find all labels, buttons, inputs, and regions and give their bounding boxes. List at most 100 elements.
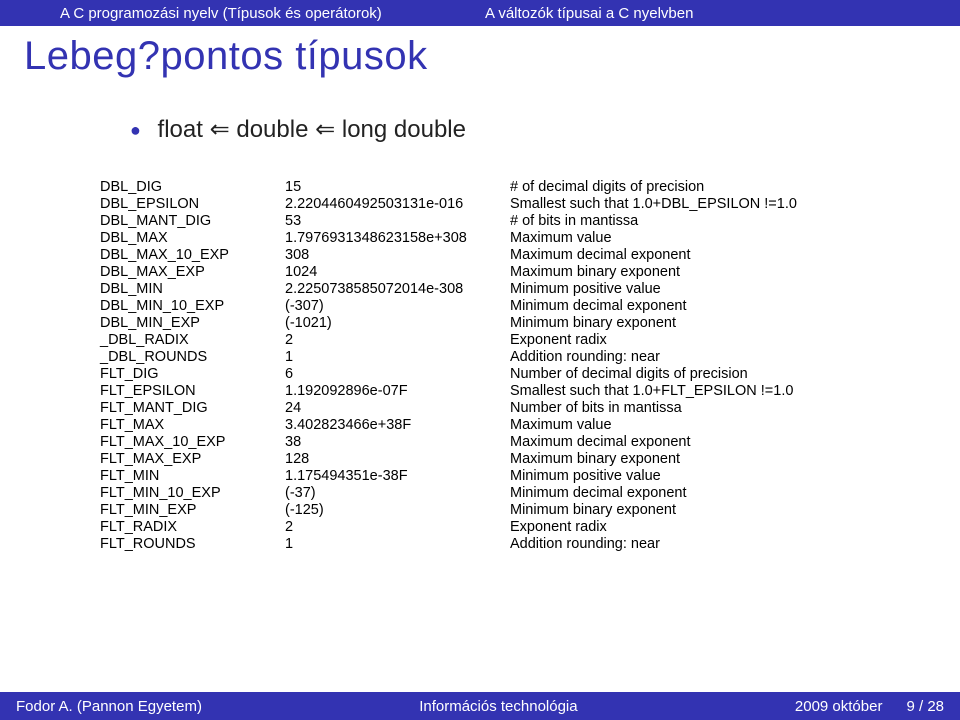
type-hierarchy-text: float ⇐ double ⇐ long double bbox=[158, 116, 466, 143]
breadcrumb-left: A C programozási nyelv (Típusok és operá… bbox=[60, 5, 475, 22]
constant-description: Minimum positive value bbox=[510, 280, 860, 297]
constant-description: Minimum decimal exponent bbox=[510, 484, 860, 501]
constant-description: Exponent radix bbox=[510, 331, 860, 348]
constant-description: Maximum value bbox=[510, 229, 860, 246]
table-row: FLT_MAX_EXP128Maximum binary exponent bbox=[100, 450, 860, 467]
table-row: _DBL_RADIX2Exponent radix bbox=[100, 331, 860, 348]
constant-value: (-37) bbox=[285, 484, 510, 501]
slide-title: Lebeg?pontos típusok bbox=[0, 26, 960, 85]
table-row: FLT_MAX3.402823466e+38FMaximum value bbox=[100, 416, 860, 433]
table-row: DBL_MAX_EXP1024Maximum binary exponent bbox=[100, 263, 860, 280]
footer-date: 2009 október bbox=[779, 692, 899, 720]
constant-value: 2.2250738585072014e-308 bbox=[285, 280, 510, 297]
constant-description: Maximum binary exponent bbox=[510, 263, 860, 280]
footer-page: 9 / 28 bbox=[898, 692, 960, 720]
table-row: _DBL_ROUNDS1Addition rounding: near bbox=[100, 348, 860, 365]
constant-description: Minimum positive value bbox=[510, 467, 860, 484]
constant-description: Minimum binary exponent bbox=[510, 501, 860, 518]
table-row: DBL_MIN_EXP(-1021)Minimum binary exponen… bbox=[100, 314, 860, 331]
constant-name: FLT_MAX_EXP bbox=[100, 450, 285, 467]
constant-name: DBL_EPSILON bbox=[100, 195, 285, 212]
constant-description: Maximum binary exponent bbox=[510, 450, 860, 467]
table-row: FLT_MIN_EXP(-125)Minimum binary exponent bbox=[100, 501, 860, 518]
constant-name: DBL_MAX_EXP bbox=[100, 263, 285, 280]
constant-description: Addition rounding: near bbox=[510, 348, 860, 365]
table-row: DBL_MANT_DIG53# of bits in mantissa bbox=[100, 212, 860, 229]
table-row: FLT_ROUNDS1Addition rounding: near bbox=[100, 535, 860, 552]
constant-value: 38 bbox=[285, 433, 510, 450]
constant-value: 1024 bbox=[285, 263, 510, 280]
constant-description: Number of decimal digits of precision bbox=[510, 365, 860, 382]
constant-name: DBL_DIG bbox=[100, 178, 285, 195]
constant-name: DBL_MIN_10_EXP bbox=[100, 297, 285, 314]
table-row: FLT_MANT_DIG24Number of bits in mantissa bbox=[100, 399, 860, 416]
breadcrumb-bar: A C programozási nyelv (Típusok és operá… bbox=[0, 0, 960, 26]
constant-name: FLT_RADIX bbox=[100, 518, 285, 535]
constant-value: 53 bbox=[285, 212, 510, 229]
breadcrumb-right: A változók típusai a C nyelvben bbox=[475, 5, 900, 22]
table-row: FLT_MIN_10_EXP(-37)Minimum decimal expon… bbox=[100, 484, 860, 501]
table-row: DBL_MAX_10_EXP308Maximum decimal exponen… bbox=[100, 246, 860, 263]
constant-description: Smallest such that 1.0+FLT_EPSILON !=1.0 bbox=[510, 382, 860, 399]
constant-name: FLT_MIN_10_EXP bbox=[100, 484, 285, 501]
constant-name: FLT_MAX bbox=[100, 416, 285, 433]
table-row: DBL_EPSILON2.2204460492503131e-016Smalle… bbox=[100, 195, 860, 212]
constant-value: 3.402823466e+38F bbox=[285, 416, 510, 433]
constant-value: 6 bbox=[285, 365, 510, 382]
table-row: DBL_MAX1.7976931348623158e+308Maximum va… bbox=[100, 229, 860, 246]
table-row: DBL_DIG15# of decimal digits of precisio… bbox=[100, 178, 860, 195]
table-row: FLT_MAX_10_EXP38Maximum decimal exponent bbox=[100, 433, 860, 450]
table-row: DBL_MIN2.2250738585072014e-308Minimum po… bbox=[100, 280, 860, 297]
constant-name: FLT_MAX_10_EXP bbox=[100, 433, 285, 450]
constant-name: DBL_MANT_DIG bbox=[100, 212, 285, 229]
table-row: FLT_RADIX2Exponent radix bbox=[100, 518, 860, 535]
table-row: FLT_EPSILON1.192092896e-07FSmallest such… bbox=[100, 382, 860, 399]
type-hierarchy: ● float ⇐ double ⇐ long double bbox=[0, 85, 960, 144]
constant-value: 128 bbox=[285, 450, 510, 467]
constant-name: DBL_MIN_EXP bbox=[100, 314, 285, 331]
constants-table-wrap: DBL_DIG15# of decimal digits of precisio… bbox=[0, 144, 960, 552]
constant-description: Maximum decimal exponent bbox=[510, 246, 860, 263]
constant-value: 2.2204460492503131e-016 bbox=[285, 195, 510, 212]
constant-name: _DBL_ROUNDS bbox=[100, 348, 285, 365]
constant-name: _DBL_RADIX bbox=[100, 331, 285, 348]
table-row: FLT_MIN1.175494351e-38FMinimum positive … bbox=[100, 467, 860, 484]
constant-description: Exponent radix bbox=[510, 518, 860, 535]
constant-description: Addition rounding: near bbox=[510, 535, 860, 552]
constant-name: DBL_MAX bbox=[100, 229, 285, 246]
constant-description: # of bits in mantissa bbox=[510, 212, 860, 229]
constant-name: FLT_DIG bbox=[100, 365, 285, 382]
constant-description: Number of bits in mantissa bbox=[510, 399, 860, 416]
footer-course: Információs technológia bbox=[218, 692, 779, 720]
constant-description: Smallest such that 1.0+DBL_EPSILON !=1.0 bbox=[510, 195, 860, 212]
constant-name: DBL_MIN bbox=[100, 280, 285, 297]
constant-value: 1.192092896e-07F bbox=[285, 382, 510, 399]
constant-value: (-307) bbox=[285, 297, 510, 314]
constant-name: DBL_MAX_10_EXP bbox=[100, 246, 285, 263]
constant-description: # of decimal digits of precision bbox=[510, 178, 860, 195]
constant-description: Maximum decimal exponent bbox=[510, 433, 860, 450]
constant-name: FLT_MIN_EXP bbox=[100, 501, 285, 518]
constant-value: 1 bbox=[285, 348, 510, 365]
constant-value: 24 bbox=[285, 399, 510, 416]
constant-description: Maximum value bbox=[510, 416, 860, 433]
constant-value: (-1021) bbox=[285, 314, 510, 331]
footer-bar: Fodor A. (Pannon Egyetem) Információs te… bbox=[0, 692, 960, 720]
bullet-icon: ● bbox=[130, 120, 151, 140]
constants-table: DBL_DIG15# of decimal digits of precisio… bbox=[100, 178, 860, 552]
constant-value: 1 bbox=[285, 535, 510, 552]
constant-name: FLT_EPSILON bbox=[100, 382, 285, 399]
table-row: DBL_MIN_10_EXP(-307)Minimum decimal expo… bbox=[100, 297, 860, 314]
constant-value: 2 bbox=[285, 518, 510, 535]
constant-value: (-125) bbox=[285, 501, 510, 518]
constant-name: FLT_ROUNDS bbox=[100, 535, 285, 552]
constant-value: 2 bbox=[285, 331, 510, 348]
constant-name: FLT_MIN bbox=[100, 467, 285, 484]
constant-description: Minimum binary exponent bbox=[510, 314, 860, 331]
constant-description: Minimum decimal exponent bbox=[510, 297, 860, 314]
constant-value: 15 bbox=[285, 178, 510, 195]
table-row: FLT_DIG6Number of decimal digits of prec… bbox=[100, 365, 860, 382]
constant-name: FLT_MANT_DIG bbox=[100, 399, 285, 416]
constant-value: 308 bbox=[285, 246, 510, 263]
constant-value: 1.7976931348623158e+308 bbox=[285, 229, 510, 246]
